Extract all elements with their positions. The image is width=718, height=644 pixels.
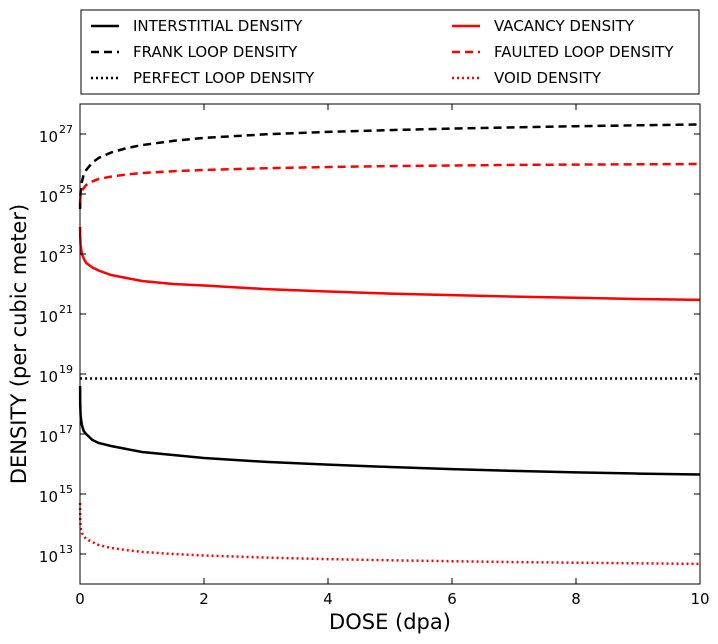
y-tick-label: 10 bbox=[39, 488, 58, 506]
y-tick-exponent: 13 bbox=[59, 543, 73, 556]
series-line-0 bbox=[78, 385, 701, 476]
series-line-4 bbox=[78, 162, 701, 204]
y-tick-label: 10 bbox=[39, 128, 58, 146]
legend-label-0: INTERSTITIAL DENSITY bbox=[133, 17, 303, 35]
series-line-3 bbox=[78, 226, 701, 302]
x-tick-label: 4 bbox=[323, 590, 333, 608]
legend-box bbox=[80, 9, 700, 95]
y-tick-label: 10 bbox=[39, 428, 58, 446]
y-tick-exponent: 19 bbox=[59, 363, 73, 376]
series-line-1 bbox=[78, 123, 701, 210]
x-tick-label: 6 bbox=[447, 590, 457, 608]
legend-label-4: FAULTED LOOP DENSITY bbox=[494, 43, 674, 61]
x-tick-label: 2 bbox=[199, 590, 209, 608]
y-tick-exponent: 25 bbox=[59, 183, 73, 196]
series-line-5 bbox=[78, 502, 701, 566]
y-tick-label: 10 bbox=[39, 548, 58, 566]
x-axis-label: DOSE (dpa) bbox=[329, 610, 451, 634]
y-tick-exponent: 27 bbox=[59, 123, 73, 136]
x-tick-label: 0 bbox=[75, 590, 85, 608]
x-tick-label: 8 bbox=[571, 590, 581, 608]
y-tick-label: 10 bbox=[39, 368, 58, 386]
y-tick-exponent: 17 bbox=[59, 423, 73, 436]
legend: INTERSTITIAL DENSITY FRANK LOOP DENSITY PE… bbox=[80, 9, 700, 95]
y-axis-label: DENSITY (per cubic meter) bbox=[7, 204, 31, 484]
y-tick-exponent: 15 bbox=[59, 483, 73, 496]
legend-label-2: PERFECT LOOP DENSITY bbox=[133, 69, 315, 87]
y-tick-label: 10 bbox=[39, 188, 58, 206]
y-tick-exponent: 21 bbox=[59, 303, 73, 316]
legend-label-5: VOID DENSITY bbox=[494, 69, 602, 87]
y-tick-label: 10 bbox=[39, 308, 58, 326]
y-tick-label: 10 bbox=[39, 248, 58, 266]
y-tick-exponent: 23 bbox=[59, 243, 73, 256]
legend-label-1: FRANK LOOP DENSITY bbox=[133, 43, 298, 61]
series-layer bbox=[78, 123, 701, 566]
legend-label-3: VACANCY DENSITY bbox=[494, 17, 635, 35]
x-tick-label: 10 bbox=[690, 590, 709, 608]
plot-frame bbox=[79, 103, 701, 585]
